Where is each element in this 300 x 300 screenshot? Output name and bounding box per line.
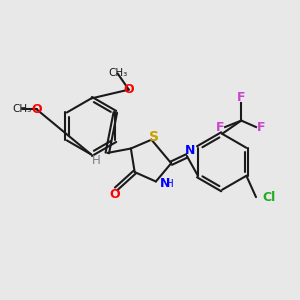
Text: N: N [160, 177, 170, 190]
Text: H: H [92, 154, 100, 167]
Text: F: F [215, 121, 224, 134]
Text: F: F [237, 91, 245, 104]
Text: O: O [110, 188, 120, 201]
Text: F: F [257, 121, 266, 134]
Text: CH₃: CH₃ [108, 68, 127, 78]
Text: O: O [124, 83, 134, 96]
Text: Cl: Cl [262, 190, 275, 204]
Text: S: S [149, 130, 159, 144]
Text: CH₃: CH₃ [12, 104, 32, 114]
Text: N: N [184, 144, 195, 157]
Text: H: H [166, 179, 174, 189]
Text: O: O [31, 103, 42, 116]
